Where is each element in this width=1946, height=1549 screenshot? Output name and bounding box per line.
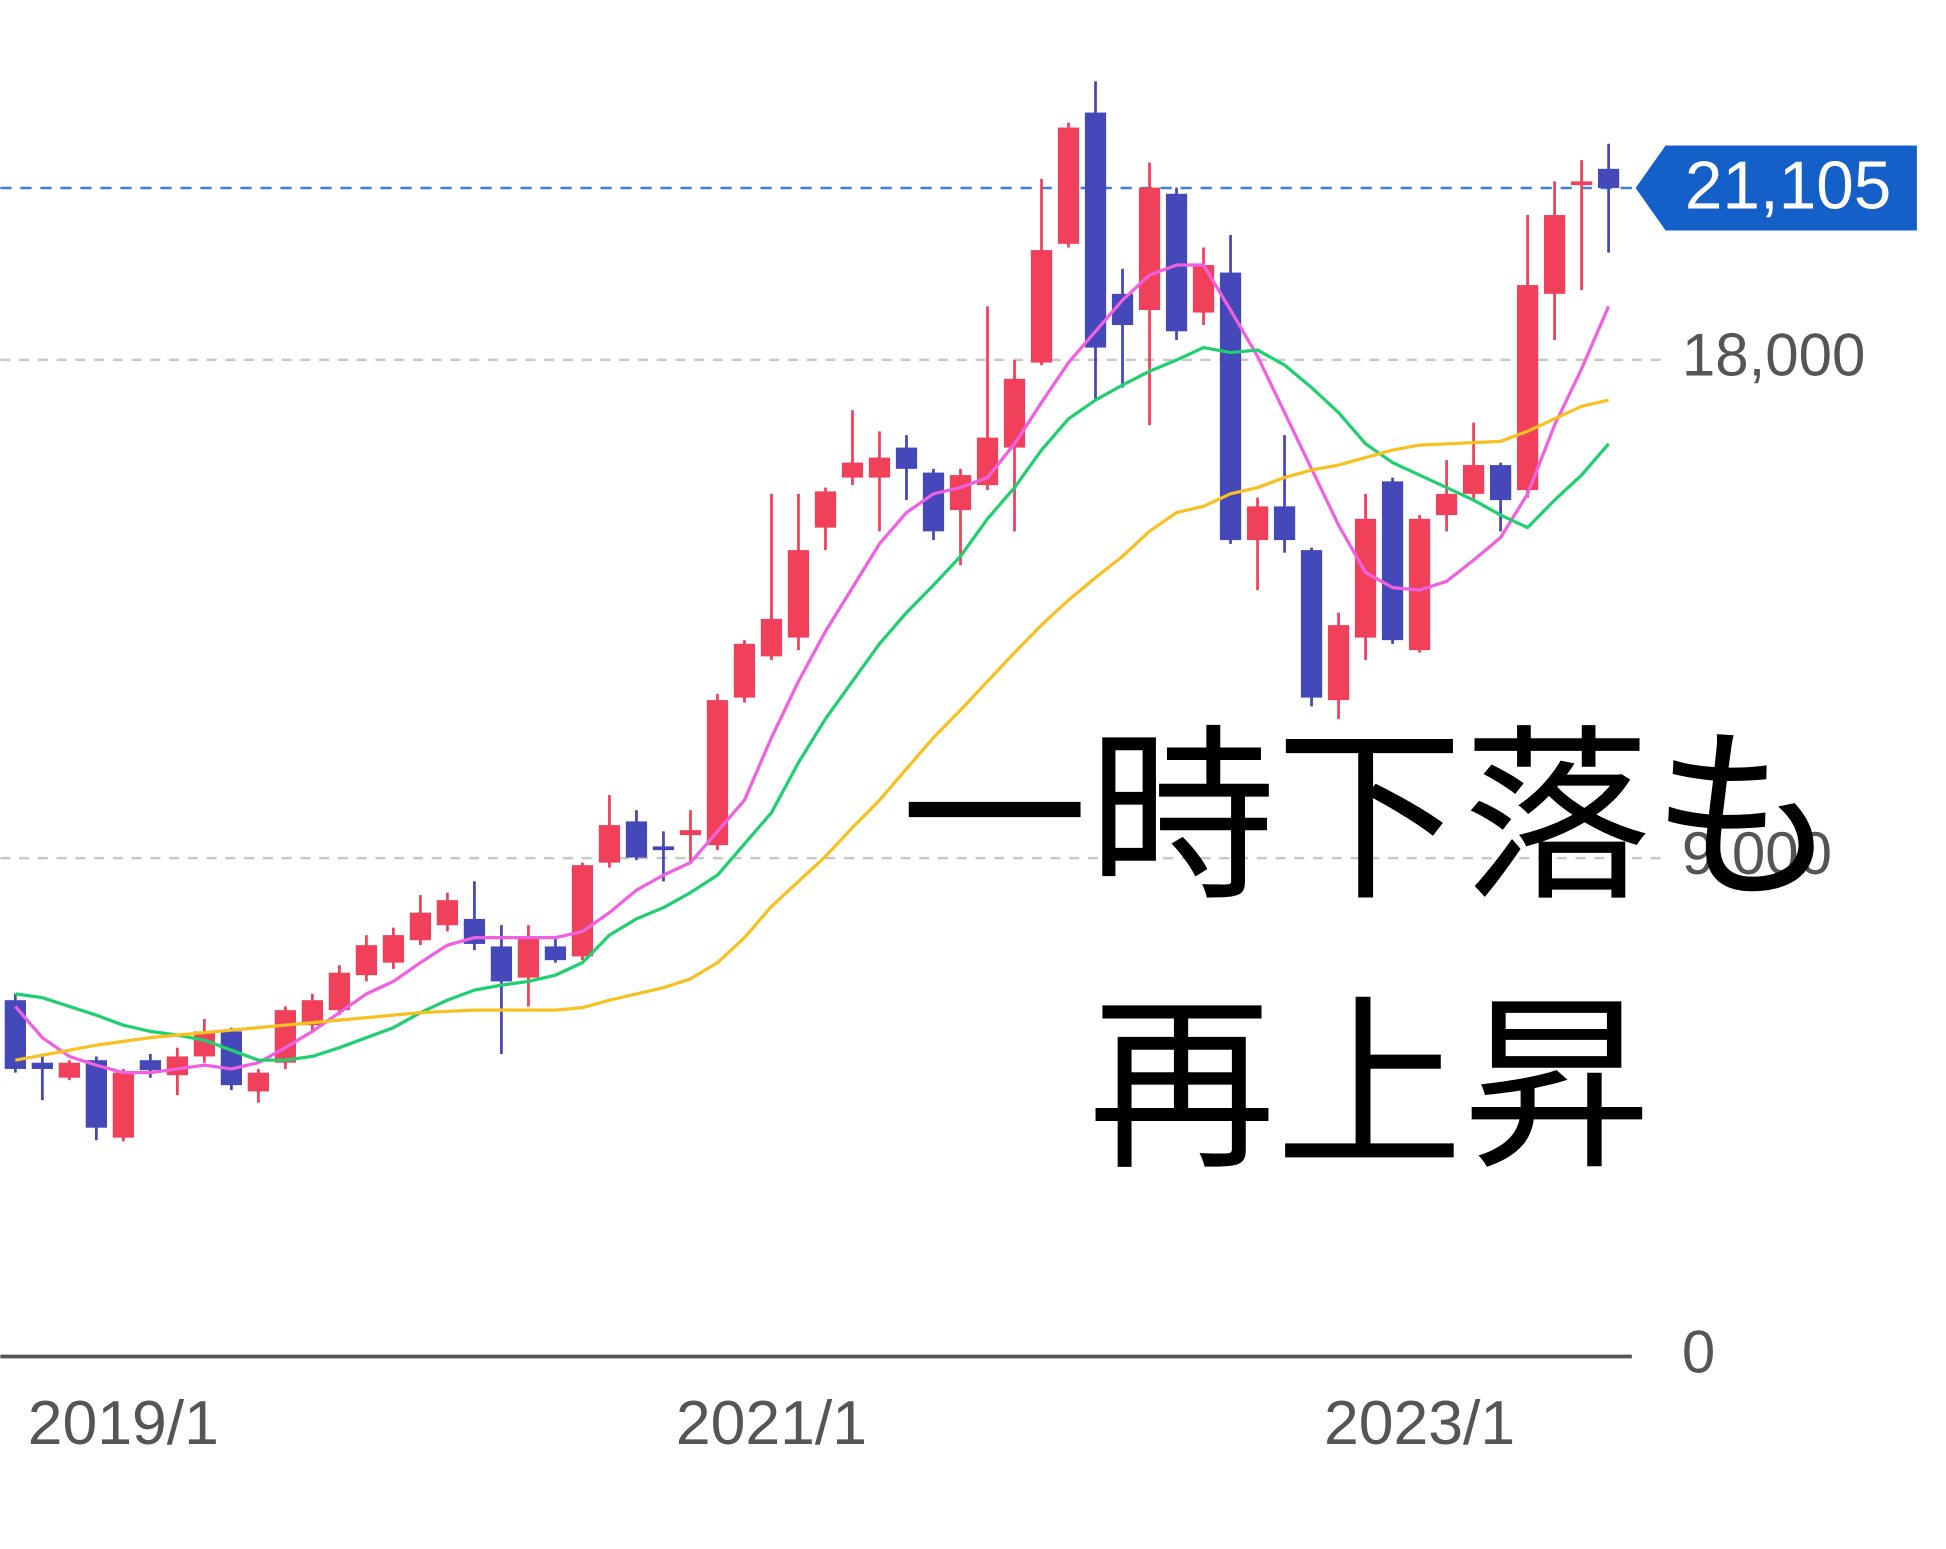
price-tag-label: 21,105 [1685,148,1891,223]
candle-body [571,865,594,957]
candle-body [949,475,972,511]
y-tick-label: 18,000 [1682,322,1866,389]
candle-body [220,1031,243,1086]
candle-body [868,457,891,478]
candle-body [4,1000,26,1069]
candle-body [1435,493,1458,516]
candle-body [1543,215,1566,294]
moving-average-line [15,398,1609,1062]
candle-body [1084,112,1107,348]
candle-body [328,972,351,1011]
candle-body [355,945,378,976]
candle-body [922,472,945,532]
candle-body [139,1060,161,1071]
candle-body [112,1072,134,1138]
candle-body [301,1000,324,1026]
candle-body [1597,168,1620,188]
candle-body [1381,481,1404,641]
candle-body [1111,293,1134,326]
candle-body [1300,550,1323,698]
labels: 0 9,000 18,000 2019/1 2021/1 2023/1 21,105 [28,145,1917,1458]
candle-body [1273,506,1296,541]
candle-body [787,550,810,638]
candle-body [814,491,837,528]
candle-body [544,946,567,961]
x-tick-label: 2021/1 [676,1388,867,1458]
candle-body [436,900,459,926]
candle-body [1138,187,1161,311]
candle-body [490,946,513,982]
candle-body [1030,250,1053,363]
candle-body [1327,625,1350,701]
candle-body [1354,518,1377,638]
moving-average-line [15,345,1610,1062]
candle-body [247,1072,270,1092]
candle-body [679,830,702,836]
candle-body [409,912,432,941]
x-tick-label: 2023/1 [1324,1388,1515,1458]
candle-body [733,643,756,698]
candle-body [274,1010,297,1063]
plot-area [4,81,1620,1142]
candle-body [1570,181,1593,186]
candle-body [1489,465,1512,501]
annotation: 再上昇 [1088,978,1651,1196]
candle-body [652,846,675,851]
candle-body [598,825,621,863]
annotation: 一時下落も [901,710,1839,928]
candle-body [1516,285,1539,491]
candle-body [1165,193,1188,332]
candle-body [85,1060,107,1128]
candle-body [517,937,540,978]
y-tick-label: 9,000 [1682,820,1832,887]
candle-body [1219,272,1242,541]
moving-average-line [14,263,1611,1075]
candle-body [625,821,648,858]
candle-body [166,1056,188,1076]
candle-body [760,618,783,657]
x-tick-label: 2019/1 [28,1388,219,1458]
candle-body [1408,518,1431,651]
candle-body [706,700,729,846]
candle-body [1246,506,1269,541]
grid [0,186,1670,1359]
candle-body [382,935,405,963]
y-tick-label: 0 [1682,1318,1715,1385]
candle-body [1003,378,1026,448]
candle-body [1192,265,1215,313]
candle-body [895,447,918,469]
price-tag [1635,145,1917,231]
candle-body [1462,465,1485,494]
candle-body [31,1062,53,1069]
candle-body [841,462,864,478]
candle-body [58,1062,80,1078]
candle-body [1057,127,1080,244]
